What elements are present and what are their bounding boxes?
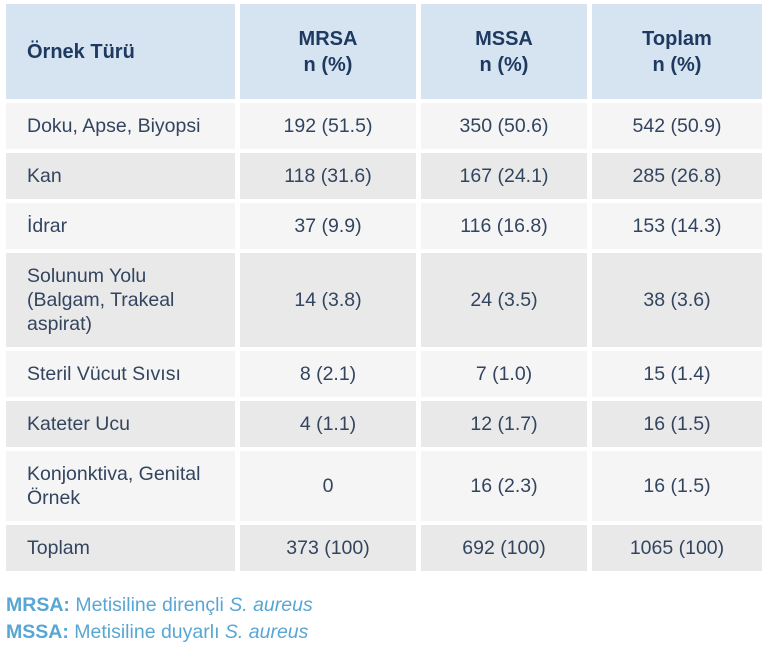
row-label: Toplam [6,525,235,571]
table-header: Örnek Türü MRSA n (%) MSSA n (%) Toplam … [6,4,762,99]
mssa-value: 692 (100) [421,525,587,571]
row-label: İdrar [6,203,235,249]
toplam-value: 15 (1.4) [592,351,762,397]
footnote-abbr: MRSA: [6,594,70,616]
mssa-value: 16 (2.3) [421,451,587,521]
toplam-value: 153 (14.3) [592,203,762,249]
toplam-value: 38 (3.6) [592,253,762,347]
table-row: İdrar 37 (9.9) 116 (16.8) 153 (14.3) [6,203,762,249]
footnote-species: S. aureus [224,621,309,643]
footnote-mssa: MSSA: Metisiline duyarlı S. aureus [6,619,768,646]
mrsa-value: 0 [240,451,416,521]
table-row: Kateter Ucu 4 (1.1) 12 (1.7) 16 (1.5) [6,401,762,447]
mrsa-value: 14 (3.8) [240,253,416,347]
toplam-value: 542 (50.9) [592,103,762,149]
table-row: Kan 118 (31.6) 167 (24.1) 285 (26.8) [6,153,762,199]
table-row-total: Toplam 373 (100) 692 (100) 1065 (100) [6,525,762,571]
header-label: MSSA [475,27,533,50]
toplam-value: 16 (1.5) [592,401,762,447]
header-cell-ornek-turu: Örnek Türü [6,4,235,99]
mssa-value: 116 (16.8) [421,203,587,249]
mssa-value: 7 (1.0) [421,351,587,397]
header-sublabel: n (%) [303,53,353,76]
header-sublabel: n (%) [479,53,529,76]
header-label: Toplam [642,27,712,50]
sample-type-table-container: Örnek Türü MRSA n (%) MSSA n (%) Toplam … [1,0,767,575]
sample-type-table: Örnek Türü MRSA n (%) MSSA n (%) Toplam … [1,0,767,575]
header-label: MRSA [298,27,358,50]
footnote-abbr: MSSA: [6,621,69,643]
header-row: Örnek Türü MRSA n (%) MSSA n (%) Toplam … [6,4,762,99]
toplam-value: 285 (26.8) [592,153,762,199]
row-label: Steril Vücut Sıvısı [6,351,235,397]
mrsa-value: 8 (2.1) [240,351,416,397]
toplam-value: 1065 (100) [592,525,762,571]
footnote-mrsa: MRSA: Metisiline dirençli S. aureus [6,592,768,619]
header-label: Örnek Türü [27,40,135,63]
mrsa-value: 373 (100) [240,525,416,571]
header-cell-toplam: Toplam n (%) [592,4,762,99]
mrsa-value: 37 (9.9) [240,203,416,249]
table-row: Doku, Apse, Biyopsi 192 (51.5) 350 (50.6… [6,103,762,149]
header-sublabel: n (%) [652,53,702,76]
header-cell-mrsa: MRSA n (%) [240,4,416,99]
table-body: Doku, Apse, Biyopsi 192 (51.5) 350 (50.6… [6,103,762,571]
mssa-value: 167 (24.1) [421,153,587,199]
mssa-value: 12 (1.7) [421,401,587,447]
footnote-definition: Metisiline dirençli [75,594,224,616]
mssa-value: 24 (3.5) [421,253,587,347]
footnote-definition: Metisiline duyarlı [74,621,220,643]
mrsa-value: 4 (1.1) [240,401,416,447]
table-row: Steril Vücut Sıvısı 8 (2.1) 7 (1.0) 15 (… [6,351,762,397]
footnote-species: S. aureus [229,594,313,616]
mssa-value: 350 (50.6) [421,103,587,149]
header-cell-mssa: MSSA n (%) [421,4,587,99]
row-label: Kan [6,153,235,199]
row-label: Solunum Yolu (Balgam, Trakeal aspirat) [6,253,235,347]
table-row: Solunum Yolu (Balgam, Trakeal aspirat) 1… [6,253,762,347]
mrsa-value: 192 (51.5) [240,103,416,149]
row-label: Doku, Apse, Biyopsi [6,103,235,149]
table-row: Konjonktiva, Genital Örnek 0 16 (2.3) 16… [6,451,762,521]
mrsa-value: 118 (31.6) [240,153,416,199]
row-label: Kateter Ucu [6,401,235,447]
footnotes: MRSA: Metisiline dirençli S. aureus MSSA… [6,592,768,646]
row-label: Konjonktiva, Genital Örnek [6,451,235,521]
toplam-value: 16 (1.5) [592,451,762,521]
